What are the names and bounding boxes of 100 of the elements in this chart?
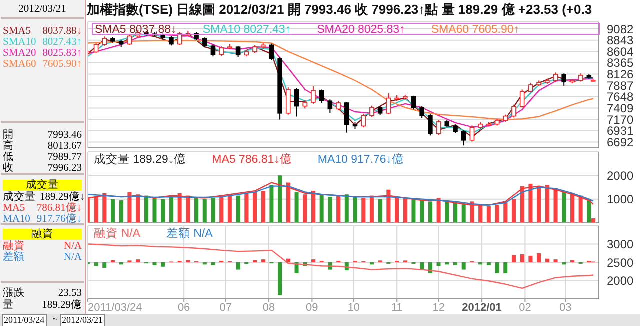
candlestick <box>386 93 392 115</box>
bar <box>161 199 166 223</box>
text: MA10 917.76億↓ <box>3 214 82 225</box>
text: 2012/03/21 <box>60 314 106 326</box>
text: 開 7993.46 <box>3 130 82 141</box>
bar <box>370 196 374 223</box>
candlestick <box>269 43 274 61</box>
candlestick <box>127 34 132 46</box>
x-tick-label: 03 <box>559 302 572 314</box>
candlestick <box>420 106 424 119</box>
text: SMA60 7605.90↑ <box>431 24 520 36</box>
bar <box>504 202 508 223</box>
x-tick-label: 12 <box>432 302 445 314</box>
bar <box>102 262 107 268</box>
bar <box>462 204 466 223</box>
candlestick <box>344 102 350 134</box>
bar <box>545 185 550 223</box>
bar <box>169 196 174 223</box>
y-tick-label: 3000 <box>607 238 634 252</box>
bar <box>436 262 441 266</box>
candlestick <box>512 104 516 118</box>
bar <box>186 196 190 223</box>
bar <box>211 262 216 266</box>
bar <box>362 198 366 223</box>
candlestick <box>361 113 366 128</box>
bar <box>353 196 358 223</box>
bar <box>545 258 550 262</box>
x-tick-label: 10 <box>348 302 360 314</box>
bar <box>570 193 574 223</box>
bar <box>386 190 391 223</box>
bar <box>144 196 148 223</box>
bar <box>528 256 533 262</box>
text: SMA60 7605.90↑ <box>3 59 82 70</box>
y-tick-label: 7648 <box>607 90 634 104</box>
bar <box>537 253 542 262</box>
bar <box>119 200 124 223</box>
candlestick <box>428 114 433 136</box>
bar <box>453 262 458 266</box>
y-tick-label: 8365 <box>607 56 634 70</box>
bar <box>278 262 282 296</box>
text: 成交量 189.29↓億 <box>94 154 186 166</box>
bar <box>486 206 491 223</box>
bar <box>244 193 249 223</box>
candlestick <box>286 86 291 116</box>
candlestick <box>328 99 333 114</box>
bar <box>436 198 441 223</box>
x-tick-label: 06 <box>178 302 190 314</box>
bar <box>236 262 240 270</box>
bar <box>220 196 224 223</box>
bar <box>270 185 274 223</box>
text: 成交量 189.29億↓ <box>3 192 86 203</box>
text: 高 8013.67 <box>3 141 82 152</box>
candlestick <box>210 44 216 58</box>
text: 2011/03/24 <box>2 314 47 326</box>
candlestick <box>436 120 442 136</box>
x-tick-label: 11 <box>391 302 403 314</box>
bar <box>554 188 558 223</box>
bar <box>294 192 299 223</box>
candlestick <box>370 105 374 118</box>
bar <box>178 193 182 223</box>
text: SMA5 8037.88↓ <box>3 26 82 37</box>
bar <box>110 199 115 223</box>
candlestick <box>202 37 208 48</box>
bar <box>486 262 491 266</box>
candlestick <box>236 46 241 58</box>
bar <box>320 194 324 223</box>
series-label: MA5 786.81↓億 <box>212 154 292 166</box>
bar <box>128 192 132 223</box>
bar <box>211 198 216 223</box>
bar <box>554 260 558 262</box>
candlestick <box>219 46 224 57</box>
candlestick <box>520 89 525 108</box>
text: SMA20 8025.83↑ <box>3 48 82 59</box>
bar <box>286 182 290 223</box>
bar <box>94 262 98 266</box>
bar <box>202 199 207 223</box>
bar <box>328 196 332 223</box>
bar <box>194 198 199 223</box>
y-tick-label: 9082 <box>607 22 634 36</box>
text: 漲跌 23.53 <box>3 288 82 299</box>
text: 融資 <box>3 229 82 240</box>
annotation: 差額 N/A <box>166 228 213 240</box>
x-tick-label: 2012/01 <box>462 302 502 314</box>
candlestick <box>94 42 99 54</box>
series-label: SMA5 8037.88↓ <box>95 24 177 36</box>
y-tick-label: 2500 <box>607 256 634 270</box>
bar <box>462 262 466 270</box>
series-label: SMA10 8027.43↑ <box>202 24 292 36</box>
bar <box>152 262 157 266</box>
y-tick-label: 1000 <box>607 192 634 207</box>
candlestick <box>411 95 416 110</box>
bar <box>336 196 341 223</box>
bar <box>378 199 382 223</box>
text: ~ <box>52 314 59 325</box>
candlestick <box>169 36 174 46</box>
bar <box>303 194 308 223</box>
bar <box>528 184 533 223</box>
text: MA5 786.81億↓ <box>3 203 82 214</box>
candlestick <box>461 130 466 146</box>
candlestick <box>319 89 324 104</box>
